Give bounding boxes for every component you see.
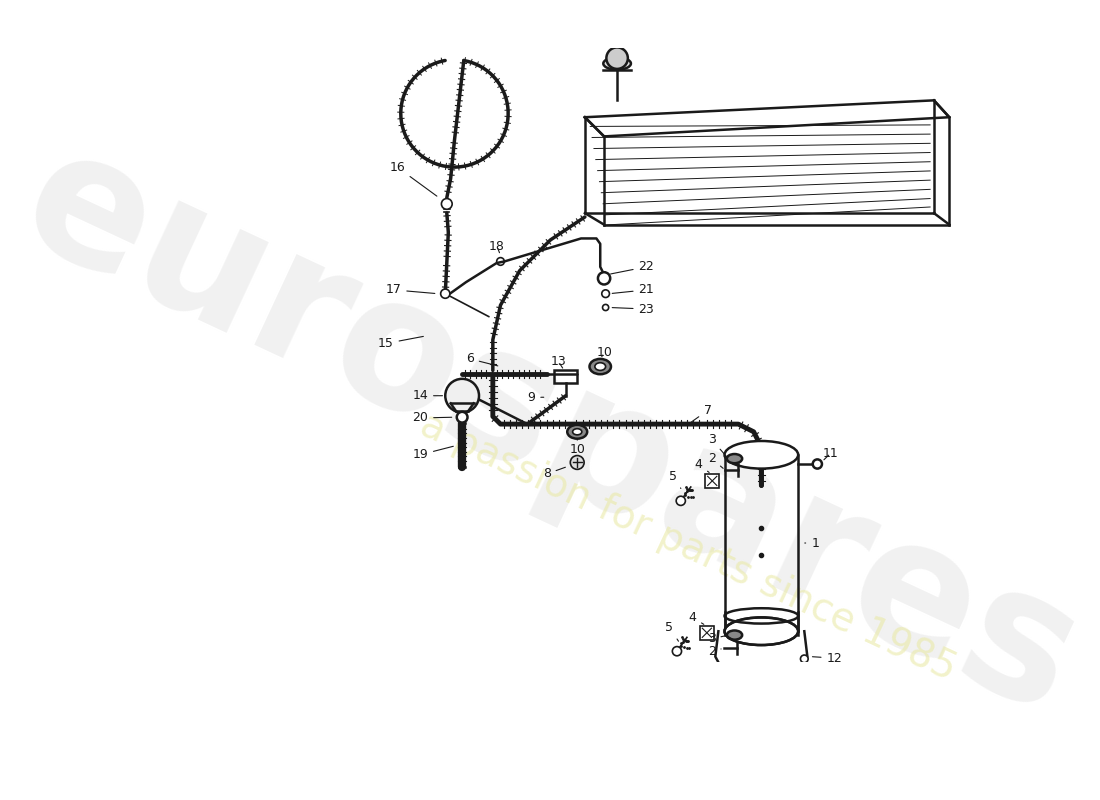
Text: 10: 10 [570, 438, 585, 456]
Bar [700, 626, 714, 640]
Text: 3: 3 [707, 433, 726, 457]
Text: 20: 20 [412, 411, 452, 425]
Text: 7: 7 [691, 404, 712, 422]
Bar [705, 474, 719, 488]
Bar [554, 370, 578, 382]
Text: 21: 21 [613, 283, 654, 296]
Text: 23: 23 [613, 302, 654, 315]
Text: 16: 16 [389, 161, 437, 196]
Text: 18: 18 [490, 240, 505, 253]
Text: 11: 11 [823, 446, 838, 460]
Circle shape [570, 455, 584, 470]
Text: 19: 19 [412, 446, 453, 462]
Ellipse shape [725, 618, 799, 645]
Text: 17: 17 [385, 283, 435, 296]
Text: 2: 2 [707, 646, 722, 658]
Text: 6: 6 [466, 352, 498, 366]
Circle shape [441, 198, 452, 210]
Text: 5: 5 [666, 621, 679, 642]
Text: 13: 13 [550, 354, 566, 368]
Circle shape [676, 496, 685, 506]
Circle shape [598, 272, 611, 285]
Text: 5: 5 [669, 470, 681, 489]
Circle shape [446, 379, 478, 413]
Circle shape [672, 646, 682, 656]
Circle shape [813, 459, 822, 469]
Text: 4: 4 [689, 611, 704, 624]
Circle shape [441, 289, 450, 298]
Ellipse shape [568, 425, 587, 438]
Ellipse shape [727, 454, 742, 463]
Text: 8: 8 [542, 467, 565, 481]
Ellipse shape [725, 441, 799, 469]
Ellipse shape [590, 359, 610, 374]
Text: 10: 10 [596, 346, 613, 359]
Circle shape [606, 47, 628, 69]
Circle shape [801, 655, 808, 662]
Ellipse shape [573, 429, 582, 435]
Text: 12: 12 [813, 651, 843, 665]
Text: eurospares: eurospares [0, 111, 1100, 753]
Text: 2: 2 [707, 452, 723, 468]
Text: 9: 9 [527, 390, 543, 404]
Ellipse shape [603, 58, 631, 70]
Text: 15: 15 [377, 336, 424, 350]
Text: 22: 22 [610, 260, 654, 274]
Text: 4: 4 [694, 458, 710, 473]
Circle shape [456, 412, 468, 422]
Text: 1: 1 [805, 537, 820, 550]
Text: 14: 14 [412, 390, 442, 402]
Ellipse shape [727, 630, 742, 640]
Text: 3: 3 [707, 633, 726, 646]
Ellipse shape [595, 362, 606, 370]
Text: a passion for parts since 1985: a passion for parts since 1985 [415, 406, 962, 688]
